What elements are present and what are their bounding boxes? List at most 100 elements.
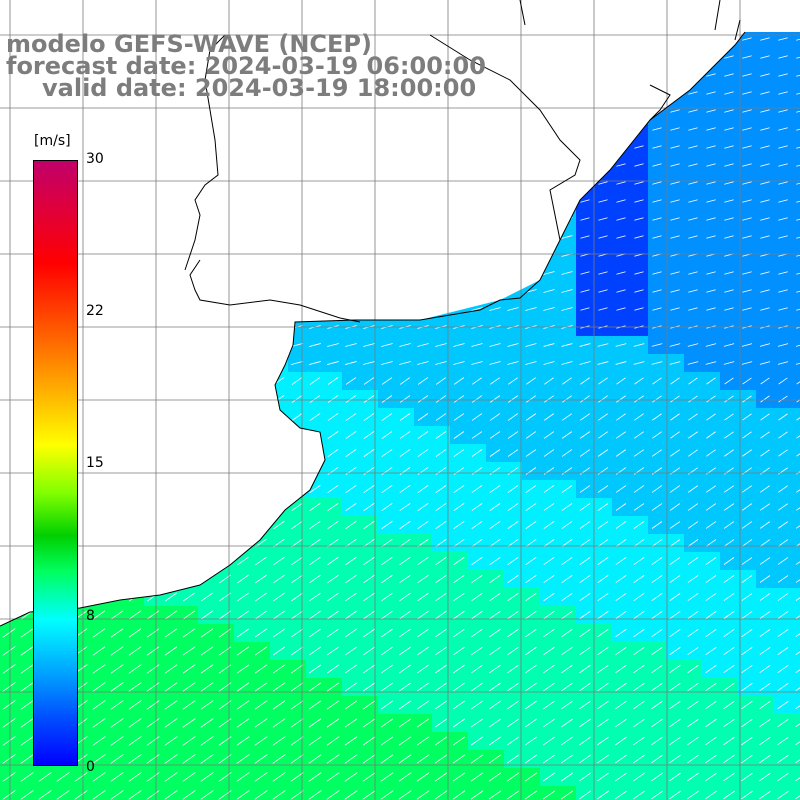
wind-vector (21, 484, 33, 494)
wind-cell (396, 156, 414, 174)
wind-vector (490, 377, 500, 385)
wind-cell (0, 120, 18, 138)
wind-vector (615, 700, 627, 710)
wind-vector (434, 700, 448, 710)
wind-cell (792, 156, 800, 174)
wind-vector (327, 431, 339, 439)
wind-vector (435, 610, 447, 620)
wind-vector (183, 271, 195, 275)
wind-cell (486, 192, 504, 210)
wind-vector (417, 109, 429, 113)
wind-vector (670, 289, 680, 293)
wind-vector (670, 377, 680, 385)
wind-vector (129, 199, 141, 203)
wind-cell (144, 264, 162, 282)
wind-vector (795, 736, 800, 746)
wind-vector (670, 413, 680, 421)
wind-vector (417, 271, 429, 275)
wind-vector (489, 235, 501, 239)
wind-vector (524, 772, 538, 782)
wind-vector (435, 538, 447, 548)
wind-cell (504, 786, 522, 800)
wind-vector (616, 431, 626, 439)
wind-vector (165, 181, 177, 185)
wind-cell (792, 714, 800, 732)
wind-vector (759, 647, 771, 655)
wind-vector (345, 109, 357, 113)
wind-vector (669, 611, 681, 619)
wind-cell (792, 678, 800, 696)
wind-vector (3, 235, 15, 239)
wind-cell (252, 192, 270, 210)
wind-vector (309, 127, 321, 131)
wind-vector (795, 343, 800, 347)
wind-vector (273, 181, 285, 185)
wind-cell (306, 192, 324, 210)
wind-vector (652, 163, 662, 167)
wind-vector (92, 790, 106, 800)
wind-cell (0, 390, 18, 408)
wind-vector (417, 592, 429, 602)
wind-vector (760, 73, 770, 77)
wind-vector (471, 682, 483, 692)
wind-vector (452, 700, 466, 710)
wind-cell (216, 516, 234, 534)
wind-vector (164, 736, 178, 746)
wind-vector (705, 700, 717, 710)
wind-vector (453, 520, 465, 530)
wind-cell (216, 408, 234, 426)
wind-cell (180, 156, 198, 174)
wind-cell (180, 516, 198, 534)
wind-cell (144, 138, 162, 156)
wind-cell (216, 174, 234, 192)
wind-vector (742, 55, 752, 59)
wind-vector (165, 502, 177, 512)
wind-vector (543, 574, 555, 584)
wind-vector (273, 199, 285, 203)
wind-vector (759, 343, 771, 347)
wind-cell (792, 210, 800, 228)
wind-vector (580, 289, 590, 293)
wind-cell (792, 300, 800, 318)
wind-vector (741, 575, 753, 583)
wind-vector (742, 271, 752, 275)
wind-vector (525, 503, 537, 511)
wind-vector (417, 467, 429, 475)
wind-cell (414, 174, 432, 192)
wind-vector (381, 484, 393, 494)
wind-vector (255, 217, 267, 221)
wind-vector (688, 163, 698, 167)
wind-cell (540, 192, 558, 210)
wind-vector (182, 610, 196, 620)
wind-vector (669, 485, 681, 493)
wind-vector (634, 289, 644, 293)
wind-cell (162, 192, 180, 210)
wind-cell (198, 354, 216, 372)
wind-cell (486, 156, 504, 174)
wind-vector (254, 610, 268, 620)
wind-cell (126, 426, 144, 444)
wind-vector (327, 361, 339, 365)
wind-vector (507, 431, 519, 439)
wind-vector (778, 109, 788, 113)
wind-vector (651, 772, 663, 782)
wind-vector (778, 377, 788, 385)
wind-cell (792, 444, 800, 462)
wind-cell (162, 786, 180, 800)
wind-cell (396, 192, 414, 210)
wind-vector (598, 145, 608, 149)
wind-vector (741, 361, 753, 365)
wind-vector (796, 253, 800, 257)
wind-vector (129, 235, 141, 239)
wind-vector (669, 754, 681, 764)
wind-vector (380, 790, 394, 800)
wind-vector (435, 556, 447, 566)
wind-cell (198, 282, 216, 300)
wind-vector (273, 574, 285, 584)
wind-vector (309, 377, 321, 385)
wind-vector (543, 664, 555, 674)
wind-vector (39, 109, 51, 113)
wind-cell (108, 192, 126, 210)
wind-vector (633, 682, 645, 692)
wind-cell (0, 210, 18, 228)
